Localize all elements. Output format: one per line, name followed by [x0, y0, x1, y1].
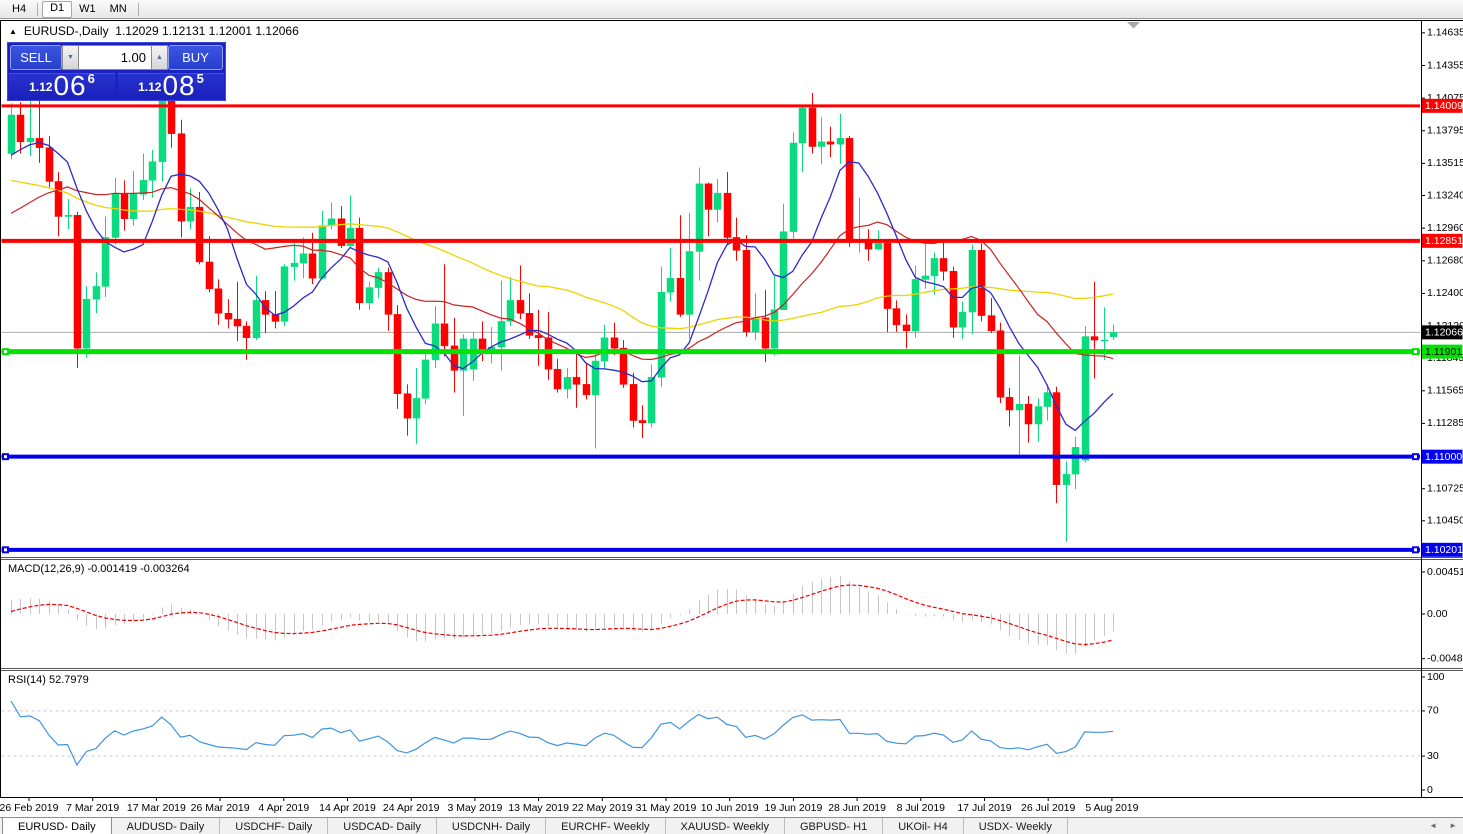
rsi-line — [10, 700, 1114, 767]
macd-signal-line — [10, 584, 1114, 646]
svg-text:1.11285: 1.11285 — [1427, 417, 1463, 429]
tab-scroll-left-icon[interactable]: ◄ — [1429, 821, 1438, 830]
volume-increase-button[interactable]: ▲ — [151, 45, 168, 70]
toolbar-separator — [37, 2, 39, 16]
tab-ukoil-h4[interactable]: UKOil- H4 — [883, 818, 964, 834]
timeframe-button-h4[interactable]: H4 — [12, 2, 27, 15]
price-axis[interactable]: 1.146351.143551.140751.137951.135151.132… — [1421, 27, 1463, 557]
svg-text:1.12680: 1.12680 — [1427, 255, 1463, 267]
svg-text:1.13240: 1.13240 — [1427, 189, 1463, 201]
svg-text:28 Jun 2019: 28 Jun 2019 — [828, 802, 886, 814]
svg-text:1.12960: 1.12960 — [1427, 222, 1463, 234]
one-click-trading-panel: SELL ▼ ▲ BUY 1.12 06 6 1.12 08 5 — [7, 42, 226, 101]
tab-eurchf-weekly[interactable]: EURCHF- Weekly — [546, 818, 666, 834]
svg-text:7 Mar 2019: 7 Mar 2019 — [66, 802, 119, 814]
chart-tab-bar: EURUSD- Daily AUDUSD- Daily USDCHF- Daily U… — [0, 817, 1463, 834]
svg-text:1.10725: 1.10725 — [1427, 483, 1463, 495]
svg-text:1.14635: 1.14635 — [1427, 27, 1463, 39]
tab-usdx-weekly[interactable]: USDX- Weekly — [964, 818, 1068, 834]
chart-shift-marker[interactable] — [1127, 22, 1140, 29]
svg-text:1.14355: 1.14355 — [1427, 59, 1463, 71]
tab-audusd-daily[interactable]: AUDUSD- Daily — [112, 818, 221, 834]
tab-usdchf-daily[interactable]: USDCHF- Daily — [220, 818, 329, 834]
svg-text:1.11565: 1.11565 — [1427, 385, 1463, 397]
svg-text:10 Jun 2019: 10 Jun 2019 — [701, 802, 759, 814]
collapse-panel-icon[interactable]: ▲ — [9, 26, 17, 36]
chart-canvas[interactable]: 1.146351.143551.140751.137951.135151.132… — [0, 0, 1463, 817]
svg-text:1.11000: 1.11000 — [1425, 451, 1462, 463]
svg-text:17 Jul 2019: 17 Jul 2019 — [957, 802, 1011, 814]
svg-text:26 Mar 2019: 26 Mar 2019 — [191, 802, 250, 814]
svg-text:0.00: 0.00 — [1427, 608, 1448, 620]
macd-indicator-label: MACD(12,26,9) -0.001419 -0.003264 — [8, 563, 190, 575]
svg-text:70: 70 — [1427, 705, 1439, 717]
svg-text:1.13795: 1.13795 — [1427, 125, 1463, 137]
rsi-indicator-label: RSI(14) 52.7979 — [8, 674, 89, 686]
buy-price-sup: 5 — [196, 71, 204, 86]
svg-text:17 Mar 2019: 17 Mar 2019 — [127, 802, 186, 814]
volume-input[interactable] — [79, 45, 151, 70]
svg-text:13 May 2019: 13 May 2019 — [508, 802, 569, 814]
svg-text:4 Apr 2019: 4 Apr 2019 — [258, 802, 309, 814]
svg-text:19 Jun 2019: 19 Jun 2019 — [764, 802, 822, 814]
ma-line-50 — [10, 179, 1114, 330]
svg-text:1.10450: 1.10450 — [1427, 515, 1463, 527]
svg-text:30: 30 — [1427, 750, 1439, 762]
svg-text:14 Apr 2019: 14 Apr 2019 — [319, 802, 376, 814]
macd-panel: 0.004517 0.00 -0.004806 — [10, 566, 1463, 664]
sell-button[interactable]: SELL — [10, 45, 62, 70]
svg-text:0: 0 — [1427, 784, 1433, 796]
svg-text:22 May 2019: 22 May 2019 — [572, 802, 633, 814]
svg-text:5 Aug 2019: 5 Aug 2019 — [1085, 802, 1138, 814]
svg-text:1.13515: 1.13515 — [1427, 157, 1463, 169]
chart-title: ▲ EURUSD-,Daily 1.12029 1.12131 1.12001 1… — [9, 24, 299, 38]
timeframe-button-w1[interactable]: W1 — [79, 2, 96, 15]
svg-text:8 Jul 2019: 8 Jul 2019 — [897, 802, 946, 814]
timeframe-button-mn[interactable]: MN — [109, 2, 127, 15]
tab-usdcnh-daily[interactable]: USDCNH- Daily — [437, 818, 547, 834]
svg-text:24 Apr 2019: 24 Apr 2019 — [383, 802, 440, 814]
buy-price-big: 08 — [162, 70, 196, 101]
buy-price-display[interactable]: 1.12 08 5 — [118, 70, 224, 101]
svg-text:1.12066: 1.12066 — [1425, 327, 1463, 339]
svg-text:0.004517: 0.004517 — [1427, 566, 1463, 578]
svg-text:1.10201: 1.10201 — [1425, 544, 1463, 556]
svg-text:1.12400: 1.12400 — [1427, 287, 1463, 299]
rsi-panel: 100 70 30 0 — [1, 671, 1445, 796]
svg-text:1.11901: 1.11901 — [1425, 346, 1462, 358]
tab-scroll-arrows: ◄ ► — [1429, 817, 1457, 834]
timeframe-toolbar: H4 D1 W1 MN — [0, 0, 1463, 19]
svg-text:-0.004806: -0.004806 — [1427, 652, 1463, 664]
sell-price-big: 06 — [53, 70, 87, 101]
buy-button[interactable]: BUY — [168, 45, 223, 70]
timeframe-button-d1[interactable]: D1 — [42, 0, 73, 18]
sell-price-prefix: 1.12 — [29, 80, 53, 94]
buy-price-prefix: 1.12 — [138, 80, 162, 94]
svg-text:1.14009: 1.14009 — [1425, 100, 1463, 112]
ma-line-21 — [10, 186, 1114, 361]
date-axis[interactable]: 26 Feb 2019 7 Mar 2019 17 Mar 2019 26 Mar 2… — [0, 798, 1139, 814]
tab-eurusd-daily[interactable]: EURUSD- Daily — [2, 818, 112, 834]
toolbar-separator — [137, 2, 139, 16]
sell-price-display[interactable]: 1.12 06 6 — [9, 70, 115, 101]
svg-text:26 Feb 2019: 26 Feb 2019 — [0, 802, 59, 814]
tab-scroll-right-icon[interactable]: ► — [1449, 821, 1457, 830]
tab-gbpusd-h1[interactable]: GBPUSD- H1 — [785, 818, 884, 834]
svg-text:1.12851: 1.12851 — [1425, 235, 1463, 247]
svg-text:100: 100 — [1427, 671, 1445, 683]
tab-usdcad-daily[interactable]: USDCAD- Daily — [328, 818, 437, 834]
chart-title-text: EURUSD-,Daily 1.12029 1.12131 1.12001 1.… — [23, 24, 299, 38]
tab-xauusd-weekly[interactable]: XAUUSD- Weekly — [666, 818, 785, 834]
svg-text:3 May 2019: 3 May 2019 — [447, 802, 502, 814]
svg-text:26 Jul 2019: 26 Jul 2019 — [1021, 802, 1075, 814]
svg-text:31 May 2019: 31 May 2019 — [636, 802, 697, 814]
volume-decrease-button[interactable]: ▼ — [62, 45, 79, 70]
sell-price-sup: 6 — [87, 71, 95, 86]
ma-line-8 — [10, 141, 1114, 432]
